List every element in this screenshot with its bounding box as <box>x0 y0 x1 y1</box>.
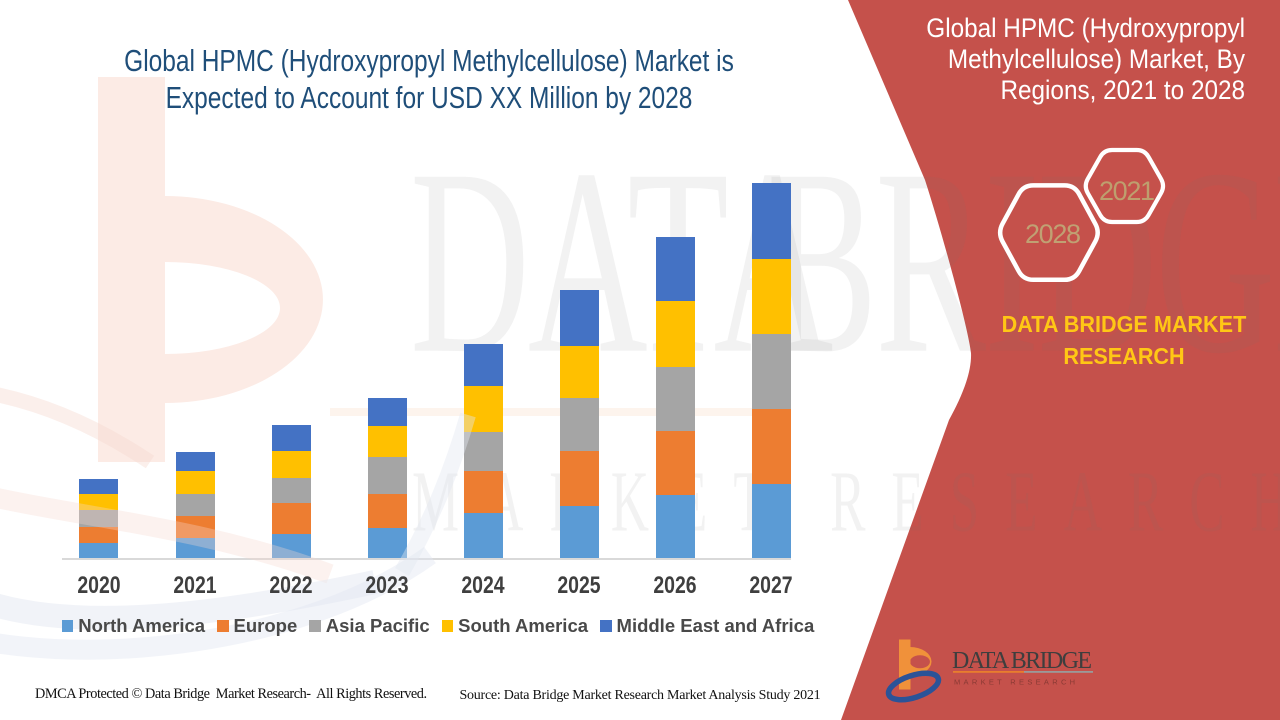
svg-text:2021: 2021 <box>1099 176 1155 206</box>
svg-text:MARKET RESEARCH: MARKET RESEARCH <box>954 678 1078 687</box>
svg-text:2028: 2028 <box>1025 219 1081 249</box>
svg-text:DATA BRIDGE: DATA BRIDGE <box>952 648 1092 674</box>
